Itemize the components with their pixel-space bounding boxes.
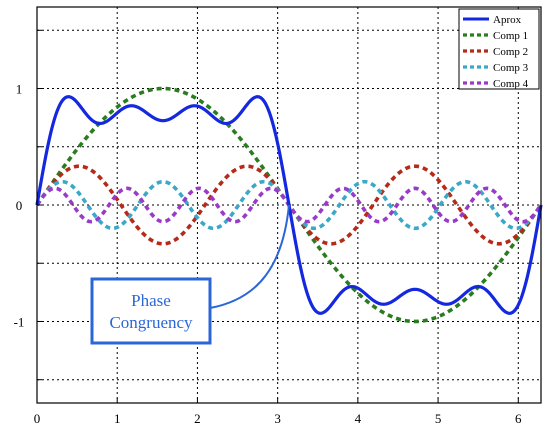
annotation-text-1: Congruency	[109, 313, 193, 332]
phase-congruency-annotation: Phase Congruency	[90, 204, 290, 345]
legend-label-1: Comp 1	[493, 30, 528, 42]
x-tick-label-3: 3	[274, 411, 281, 426]
annotation-box	[90, 277, 212, 345]
x-tick-label-0: 0	[34, 411, 41, 426]
legend-box	[458, 8, 540, 90]
x-tick-label-6: 6	[515, 411, 522, 426]
x-tick-label-5: 5	[435, 411, 442, 426]
x-tick-label-4: 4	[355, 411, 362, 426]
axis-ticks: 0 1 2 3 4 5 6 -1 0 1	[14, 29, 522, 426]
legend-label-4: Comp 4	[493, 78, 529, 90]
y-tick-label-1: 0	[16, 198, 23, 213]
legend-label-3: Comp 3	[493, 62, 529, 74]
y-tick-label-2: 1	[16, 82, 23, 97]
legend-label-2: Comp 2	[493, 46, 528, 58]
x-tick-label-2: 2	[194, 411, 201, 426]
x-tick-label-1: 1	[114, 411, 121, 426]
annotation-connector	[209, 204, 290, 309]
y-tick-label-0: -1	[14, 314, 25, 329]
annotation-text-0: Phase	[131, 291, 171, 310]
legend-label-0: Aprox	[493, 14, 522, 26]
legend: Aprox Comp 1 Comp 2 Comp 3 Comp 4	[458, 8, 540, 90]
